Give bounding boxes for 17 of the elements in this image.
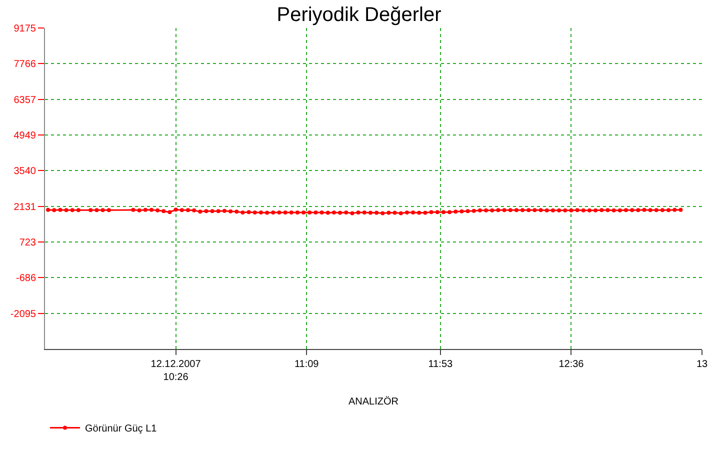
x-tick-label: 12.12.2007 10:26 [150,359,202,383]
x-axis-title: ANALIZÖR [348,396,399,408]
x-tick-label: 11:09 [294,359,320,370]
x-tick-label: 13 [696,359,708,370]
y-tick-label: 2131 [14,202,36,213]
chart-title: Periyodik Değerler [276,4,442,26]
y-tick-label: 9175 [14,24,36,34]
x-tick-label: 11:53 [428,359,453,370]
y-tick-label: 7766 [14,59,36,70]
y-tick-label: 3540 [14,166,36,178]
y-tick-label: 6357 [14,94,36,106]
y-tick-label: -2095 [10,308,36,320]
y-tick-label: 4949 [14,130,36,142]
legend-label: Görünür Güç L1 [85,424,158,435]
x-tick-label: 12:36 [558,359,584,370]
y-tick-label: -686 [16,273,36,284]
y-tick-label: 723 [19,237,36,248]
